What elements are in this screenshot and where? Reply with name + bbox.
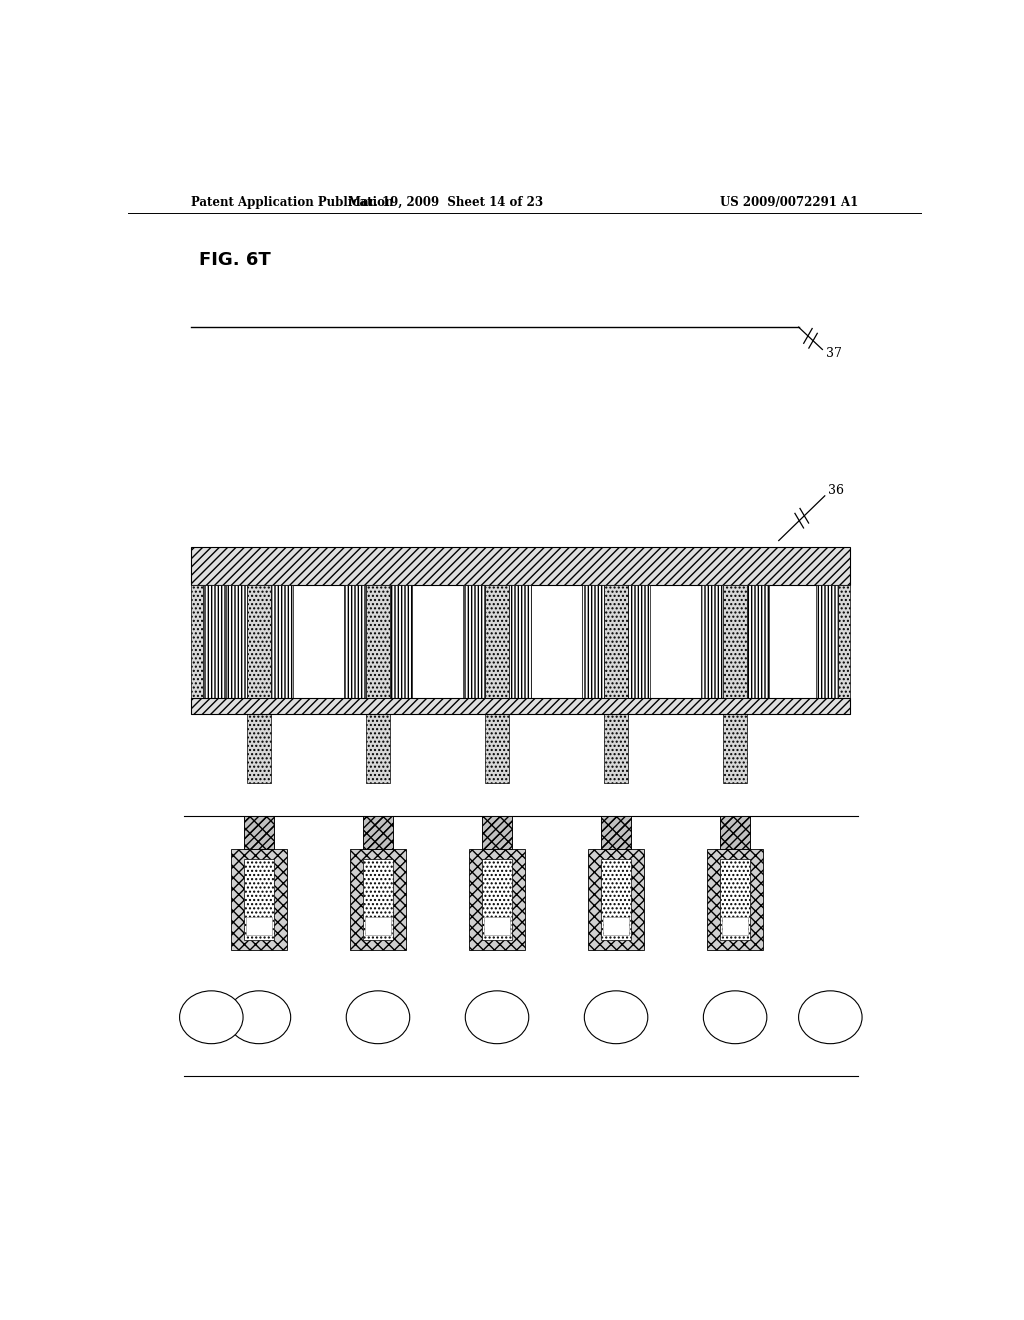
Bar	[244, 816, 274, 849]
Bar	[231, 849, 287, 950]
Text: 36: 36	[828, 484, 844, 498]
Ellipse shape	[465, 991, 528, 1044]
Ellipse shape	[346, 991, 410, 1044]
Text: Patent Application Publication: Patent Application Publication	[191, 195, 394, 209]
Bar	[720, 816, 751, 849]
Bar	[246, 916, 271, 935]
Bar	[362, 859, 393, 940]
Bar	[601, 816, 631, 849]
Bar	[366, 916, 391, 935]
Bar	[367, 714, 390, 784]
Bar	[350, 849, 406, 950]
Bar	[204, 585, 225, 714]
Bar	[485, 714, 509, 784]
Ellipse shape	[179, 991, 243, 1044]
Bar	[191, 546, 850, 585]
Bar	[362, 816, 393, 849]
Text: 37: 37	[826, 347, 843, 360]
Bar	[628, 585, 650, 714]
Bar	[720, 816, 751, 849]
Bar	[816, 585, 839, 714]
Bar	[601, 859, 631, 940]
Bar	[723, 714, 748, 784]
Bar	[604, 714, 628, 784]
Ellipse shape	[703, 991, 767, 1044]
Bar	[482, 816, 512, 849]
Bar	[244, 816, 274, 849]
Bar	[247, 585, 270, 714]
Bar	[225, 585, 247, 714]
Bar	[244, 859, 274, 940]
Bar	[722, 916, 748, 935]
Bar	[469, 849, 524, 950]
Bar	[482, 859, 512, 940]
Bar	[191, 698, 850, 714]
Ellipse shape	[585, 991, 648, 1044]
Ellipse shape	[227, 991, 291, 1044]
Bar	[485, 585, 509, 714]
Ellipse shape	[799, 991, 862, 1044]
Bar	[362, 816, 393, 849]
Bar	[588, 849, 644, 950]
Bar	[720, 859, 751, 940]
Bar	[509, 585, 531, 714]
Bar	[701, 585, 723, 714]
Bar	[484, 916, 510, 935]
Text: US 2009/0072291 A1: US 2009/0072291 A1	[720, 195, 858, 209]
Bar	[604, 585, 628, 714]
Bar	[344, 585, 367, 714]
Bar	[603, 916, 629, 935]
Bar	[270, 585, 293, 714]
Bar	[247, 714, 270, 784]
Text: Mar. 19, 2009  Sheet 14 of 23: Mar. 19, 2009 Sheet 14 of 23	[348, 195, 543, 209]
Bar	[582, 585, 604, 714]
Text: FIG. 6T: FIG. 6T	[200, 251, 271, 269]
Bar	[367, 585, 390, 714]
Bar	[482, 816, 512, 849]
Bar	[839, 585, 850, 714]
Bar	[601, 816, 631, 849]
Bar	[463, 585, 485, 714]
Bar	[723, 585, 748, 714]
Bar	[708, 849, 763, 950]
Bar	[390, 585, 412, 714]
Bar	[191, 585, 204, 714]
Bar	[748, 585, 769, 714]
